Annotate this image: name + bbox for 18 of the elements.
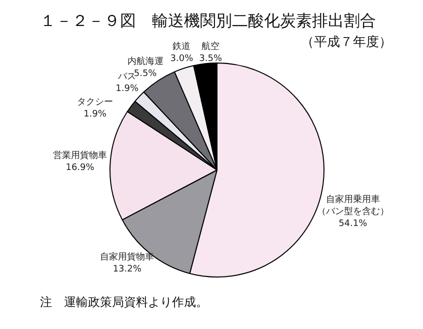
chart-subtitle: （平成７年度） xyxy=(301,34,392,50)
data-label: 1.9% xyxy=(84,110,107,120)
slice-label: 鉄道 xyxy=(172,40,191,52)
data-label: 13.2% xyxy=(112,264,142,275)
data-label: 16.9% xyxy=(66,163,95,174)
data-label: 3.5% xyxy=(199,54,222,64)
slice-label: 航空 xyxy=(202,40,220,52)
slice-label: 営業用貨物車 xyxy=(53,150,108,162)
slice-label: 内航海運 xyxy=(127,56,164,67)
chart-title: １－２－９図 輸送機関別二酸化炭素排出割合 xyxy=(40,11,376,30)
data-label: 3.0% xyxy=(170,54,194,64)
text: 注 運輸政策局資料より作成。 xyxy=(40,295,208,309)
slice-label: 自家用乗用車（バン型を含む） xyxy=(316,194,389,217)
data-label: 1.9% xyxy=(116,84,139,94)
data-label: 5.5% xyxy=(134,68,158,79)
slice-label: タクシー xyxy=(77,98,114,108)
data-label: 54.1% xyxy=(338,218,368,229)
slice-label: 自家用貨物車 xyxy=(100,252,154,263)
